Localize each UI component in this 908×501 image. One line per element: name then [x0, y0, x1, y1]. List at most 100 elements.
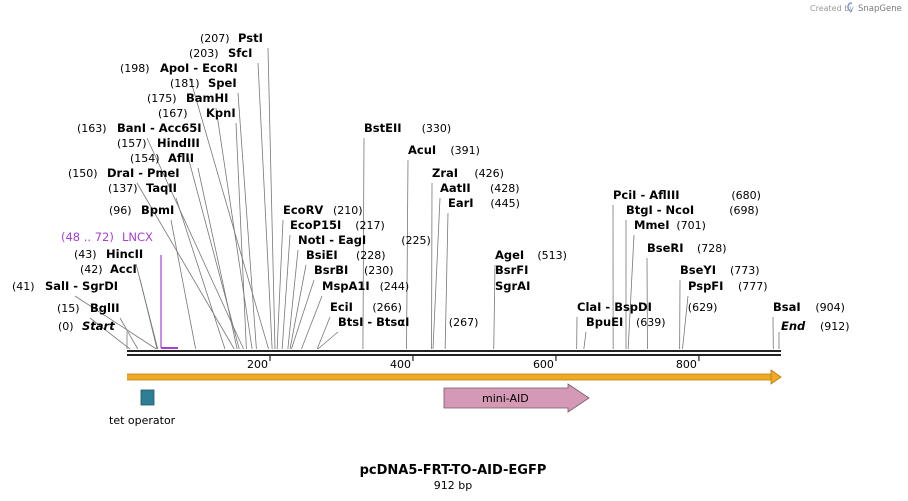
site-apoi[interactable]: (198) ApoI - EcoRI — [120, 61, 238, 75]
site-position: (96) — [109, 204, 132, 217]
site-name: SalI - SgrDI — [45, 279, 118, 293]
site-position: (228) — [356, 249, 386, 262]
site-bpuei[interactable]: (639) BpuEI — [586, 315, 666, 329]
ruler-tick-label: 600 — [533, 358, 554, 371]
site-name: SpeI — [208, 76, 237, 90]
site-sfci[interactable]: (203) SfcI — [189, 46, 252, 60]
site-name: SgrAI — [495, 279, 530, 293]
mini-aid-label: mini-AID — [482, 392, 529, 405]
site-leader — [186, 152, 240, 350]
site-position: (41) — [12, 280, 35, 293]
site-acui[interactable]: (391) AcuI — [408, 143, 480, 157]
site-name: BseYI — [680, 263, 716, 277]
site-noti[interactable]: (225) NotI - EagI — [298, 233, 431, 247]
site-hincii[interactable]: (43) HincII — [74, 247, 143, 261]
site-btgi[interactable]: (698) BtgI - NcoI — [626, 203, 759, 217]
plasmid-title: pcDNA5-FRT-TO-AID-EGFP — [360, 463, 547, 478]
site-name: EarI — [448, 196, 474, 210]
primer-lncx[interactable] — [160, 255, 178, 349]
site-leader — [257, 62, 273, 350]
ruler: 200 400 600 800 — [247, 356, 700, 371]
site-position: (680) — [731, 189, 761, 202]
site-leader — [291, 279, 315, 350]
site-acci[interactable]: (42) AccI — [80, 262, 137, 276]
site-psti[interactable]: (207) PstI — [200, 31, 263, 45]
tet-operator-feature[interactable] — [140, 389, 155, 406]
site-position: (698) — [729, 204, 759, 217]
site-drai[interactable]: (150) DraI - PmeI — [68, 166, 180, 180]
primer-range: (48 .. 72) — [61, 230, 114, 244]
site-bsiei[interactable]: (228) BsiEI — [306, 248, 386, 262]
site-name: BpmI — [141, 203, 174, 217]
site-mmei[interactable]: (701) MmeI — [634, 218, 706, 232]
site-name: AatII — [440, 181, 471, 195]
site-position: (217) — [355, 219, 385, 232]
site-bglii[interactable]: (15) BglII — [57, 301, 120, 315]
site-bsrfi[interactable]: BsrFI — [495, 263, 528, 277]
site-position: (445) — [490, 197, 520, 210]
site-name: AgeI — [495, 248, 524, 262]
site-position: (426) — [474, 167, 504, 180]
site-aflii[interactable]: (154) AflII — [130, 151, 194, 165]
site-position: (181) — [170, 77, 200, 90]
site-leader — [301, 295, 323, 350]
site-spei[interactable]: (181) SpeI — [170, 76, 237, 90]
site-hindiii[interactable]: (157) HindIII — [117, 136, 200, 150]
site-position: (43) — [74, 248, 97, 261]
site-name: TaqII — [146, 181, 177, 195]
site-bani[interactable]: (163) BanI - Acc65I — [77, 121, 202, 135]
site-bsai[interactable]: (904) BsaI — [773, 300, 845, 314]
snapgene-brand-text: SnapGene — [858, 4, 902, 14]
site-position: (701) — [676, 219, 706, 232]
site-ecorv[interactable]: (210) EcoRV — [283, 203, 363, 217]
site-name: ClaI - BspDI — [577, 300, 652, 314]
primer-label: LNCX — [122, 230, 153, 244]
tet-operator-label: tet operator — [109, 414, 176, 427]
ruler-tick-label: 800 — [676, 358, 697, 371]
site-pspfi[interactable]: (777) PspFI — [688, 279, 768, 293]
site-ecop15i[interactable]: (217) EcoP15I — [290, 218, 385, 232]
site-name: PspFI — [688, 279, 723, 293]
site-position: (267) — [449, 316, 479, 329]
site-btsi[interactable]: (267) BtsI - BtsαI — [338, 315, 478, 329]
site-bsrbi[interactable]: (230) BsrBI — [314, 263, 394, 277]
site-taqii[interactable]: (137) TaqII — [108, 181, 177, 195]
site-name: BamHI — [186, 91, 228, 105]
site-mspa1i[interactable]: (244) MspA1I — [322, 279, 409, 293]
site-sali[interactable]: (41) SalI - SgrDI — [12, 279, 118, 293]
site-position: (175) — [147, 92, 177, 105]
ruler-tick-label: 400 — [390, 358, 411, 371]
site-name: MmeI — [634, 218, 670, 232]
site-name: ZraI — [432, 166, 458, 180]
site-position: (150) — [68, 167, 98, 180]
site-position: (777) — [738, 280, 768, 293]
site-bpmi[interactable]: (96) BpmI — [109, 203, 174, 217]
start-position: (0) — [58, 320, 74, 333]
site-zrai[interactable]: (426) ZraI — [432, 166, 504, 180]
site-name: BsrBI — [314, 263, 348, 277]
site-bseyi[interactable]: (773) BseYI — [680, 263, 760, 277]
site-leader — [175, 197, 226, 350]
site-name: EcoP15I — [290, 218, 341, 232]
site-eari[interactable]: (445) EarI — [448, 196, 520, 210]
site-position: (42) — [80, 263, 103, 276]
site-kpni[interactable]: (167) KpnI — [158, 106, 236, 120]
site-aatii[interactable]: (428) AatII — [440, 181, 520, 195]
site-name: NotI - EagI — [298, 233, 366, 247]
site-position: (167) — [158, 107, 188, 120]
site-clai[interactable]: (629) ClaI - BspDI — [577, 300, 717, 314]
mini-aid-feature[interactable] — [443, 383, 590, 413]
site-bsteii[interactable]: (330) BstEII — [364, 121, 451, 135]
site-ecii[interactable]: (266) EciI — [330, 300, 402, 314]
site-name: SfcI — [228, 46, 252, 60]
site-pcii[interactable]: (680) PciI - AflIII — [613, 188, 761, 202]
bglii-leader — [89, 317, 131, 350]
site-bamhi[interactable]: (175) BamHI — [147, 91, 228, 105]
site-position: (137) — [108, 182, 138, 195]
site-sgrai[interactable]: SgrAI — [495, 279, 530, 293]
snapgene-logo-icon — [847, 2, 853, 12]
site-bseri[interactable]: (728) BseRI — [647, 241, 727, 255]
site-agei[interactable]: (513) AgeI — [495, 248, 567, 262]
site-leader — [215, 107, 253, 350]
